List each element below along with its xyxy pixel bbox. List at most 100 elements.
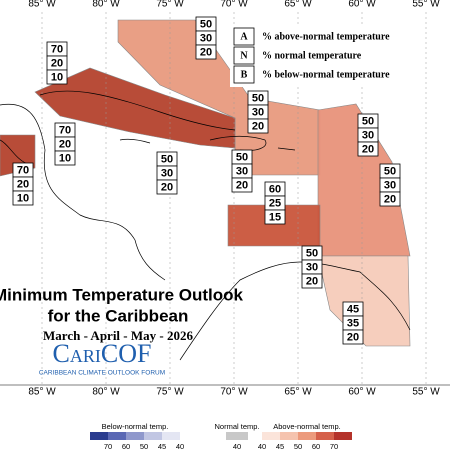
lon-label-bottom: 55° W (412, 387, 440, 398)
colorbar-tick: 70 (330, 442, 338, 450)
box-value: 50 (252, 92, 264, 104)
colorbar-swatch (162, 432, 180, 440)
box-value: 20 (306, 275, 318, 287)
region (34, 67, 236, 149)
box-cell (12, 190, 34, 206)
lon-label-bottom: 60° W (348, 387, 376, 398)
colorbar-swatch (280, 432, 298, 440)
box-cell (264, 209, 286, 225)
box-value: 50 (236, 151, 248, 163)
box-value: 20 (51, 57, 63, 69)
lon-label-top: 55° W (412, 0, 440, 10)
colorbar-tick: 60 (312, 442, 320, 450)
lon-label-top: 85° W (28, 0, 56, 10)
box-cell (156, 179, 178, 195)
box-value: 60 (269, 183, 281, 195)
colorbar-label: Below-normal temp. (102, 422, 169, 431)
box-cell (379, 191, 401, 207)
coastlines (0, 90, 411, 361)
colorbar-swatch (226, 432, 248, 440)
key: A % above-normal temperature N % normal tem… (230, 25, 415, 87)
colorbar-tick: 45 (276, 442, 284, 450)
box-cell (195, 44, 217, 60)
key-rows: A % above-normal temperature N % normal tem… (233, 27, 390, 84)
logo-caption: CARIBBEAN CLIMATE OUTLOOK FORUM (39, 370, 165, 377)
box-value: 30 (161, 167, 173, 179)
box-value: 20 (252, 120, 264, 132)
colorbar-swatch (108, 432, 126, 440)
box-value: 10 (17, 192, 29, 204)
colorbar-tick: 40 (176, 442, 184, 450)
colorbar-tick: 40 (233, 442, 241, 450)
colorbar-swatch (126, 432, 144, 440)
box-cell (247, 118, 269, 134)
colorbar-label: Above-normal temp. (273, 422, 341, 431)
box-value: 70 (59, 124, 71, 136)
colorbar-swatch (298, 432, 316, 440)
colorbar-tick: 40 (258, 442, 266, 450)
box-value: 20 (200, 46, 212, 58)
box-value: 30 (362, 129, 374, 141)
logo: CariCOF (53, 339, 152, 368)
colorbar-swatch (316, 432, 334, 440)
colorbar-tick: 50 (294, 442, 302, 450)
colorbar-swatch (262, 432, 280, 440)
box-value: 20 (236, 179, 248, 191)
islands (39, 90, 296, 151)
box-value: 70 (51, 43, 63, 55)
region (117, 19, 321, 176)
box-value: 20 (347, 331, 359, 343)
title: Minimum Temperature Outlook (0, 285, 244, 304)
colorbar-swatch (334, 432, 352, 440)
lon-label-bottom: 70° W (220, 387, 248, 398)
key-letter-box (233, 65, 255, 84)
colorbar-tick: 45 (158, 442, 166, 450)
box-value: 30 (384, 179, 396, 191)
key-letter: A (240, 31, 248, 42)
south-america (179, 261, 411, 361)
box-cell (357, 141, 379, 157)
box-value: 30 (252, 106, 264, 118)
box-value: 15 (269, 211, 281, 223)
box-value: 10 (51, 71, 63, 83)
colorbar: Below-normal temp. 70 60 50 45 40 Normal temp.… (90, 422, 352, 450)
key-text: % normal temperature (262, 50, 362, 61)
key-letter: B (241, 69, 248, 80)
subtitle: for the Caribbean (48, 306, 189, 325)
box-value: 20 (362, 143, 374, 155)
lon-label-top: 65° W (284, 0, 312, 10)
box-value: 50 (200, 18, 212, 30)
key-letter-box (233, 27, 255, 46)
box-value: 50 (161, 153, 173, 165)
central-america (0, 103, 166, 281)
colorbar-tick: 70 (104, 442, 112, 450)
box-cell (342, 329, 364, 345)
colorbar-label: Normal temp. (214, 422, 259, 431)
box-value: 50 (306, 247, 318, 259)
region (317, 255, 411, 347)
box-cell (231, 177, 253, 193)
key-text: % below-normal temperature (262, 69, 390, 80)
lon-label-top: 60° W (348, 0, 376, 10)
colorbar-tick: 60 (122, 442, 130, 450)
key-letter-box (233, 46, 255, 65)
key-text: % above-normal temperature (262, 31, 390, 42)
box-value: 20 (161, 181, 173, 193)
box-value: 10 (59, 152, 71, 164)
box-value: 30 (236, 165, 248, 177)
box-cell (301, 273, 323, 289)
colorbar-tick: 50 (140, 442, 148, 450)
box-value: 50 (362, 115, 374, 127)
region (317, 103, 411, 257)
colorbar-swatch (90, 432, 108, 440)
box-value: 25 (269, 197, 281, 209)
box-value: 45 (347, 303, 359, 315)
lon-label-bottom: 85° W (28, 387, 56, 398)
regions (0, 19, 411, 347)
graticule: 85° W 85° W 80° W 80° W 75° W 75° W 70° W 70° W… (0, 0, 450, 398)
lon-label-bottom: 75° W (156, 387, 184, 398)
box-value: 30 (306, 261, 318, 273)
box-cell (54, 150, 76, 166)
probability-boxes: 70 20 10 50 30 20 50 30 20 70 20 10 70 20 10 50 30 20 50 30… (12, 16, 401, 345)
